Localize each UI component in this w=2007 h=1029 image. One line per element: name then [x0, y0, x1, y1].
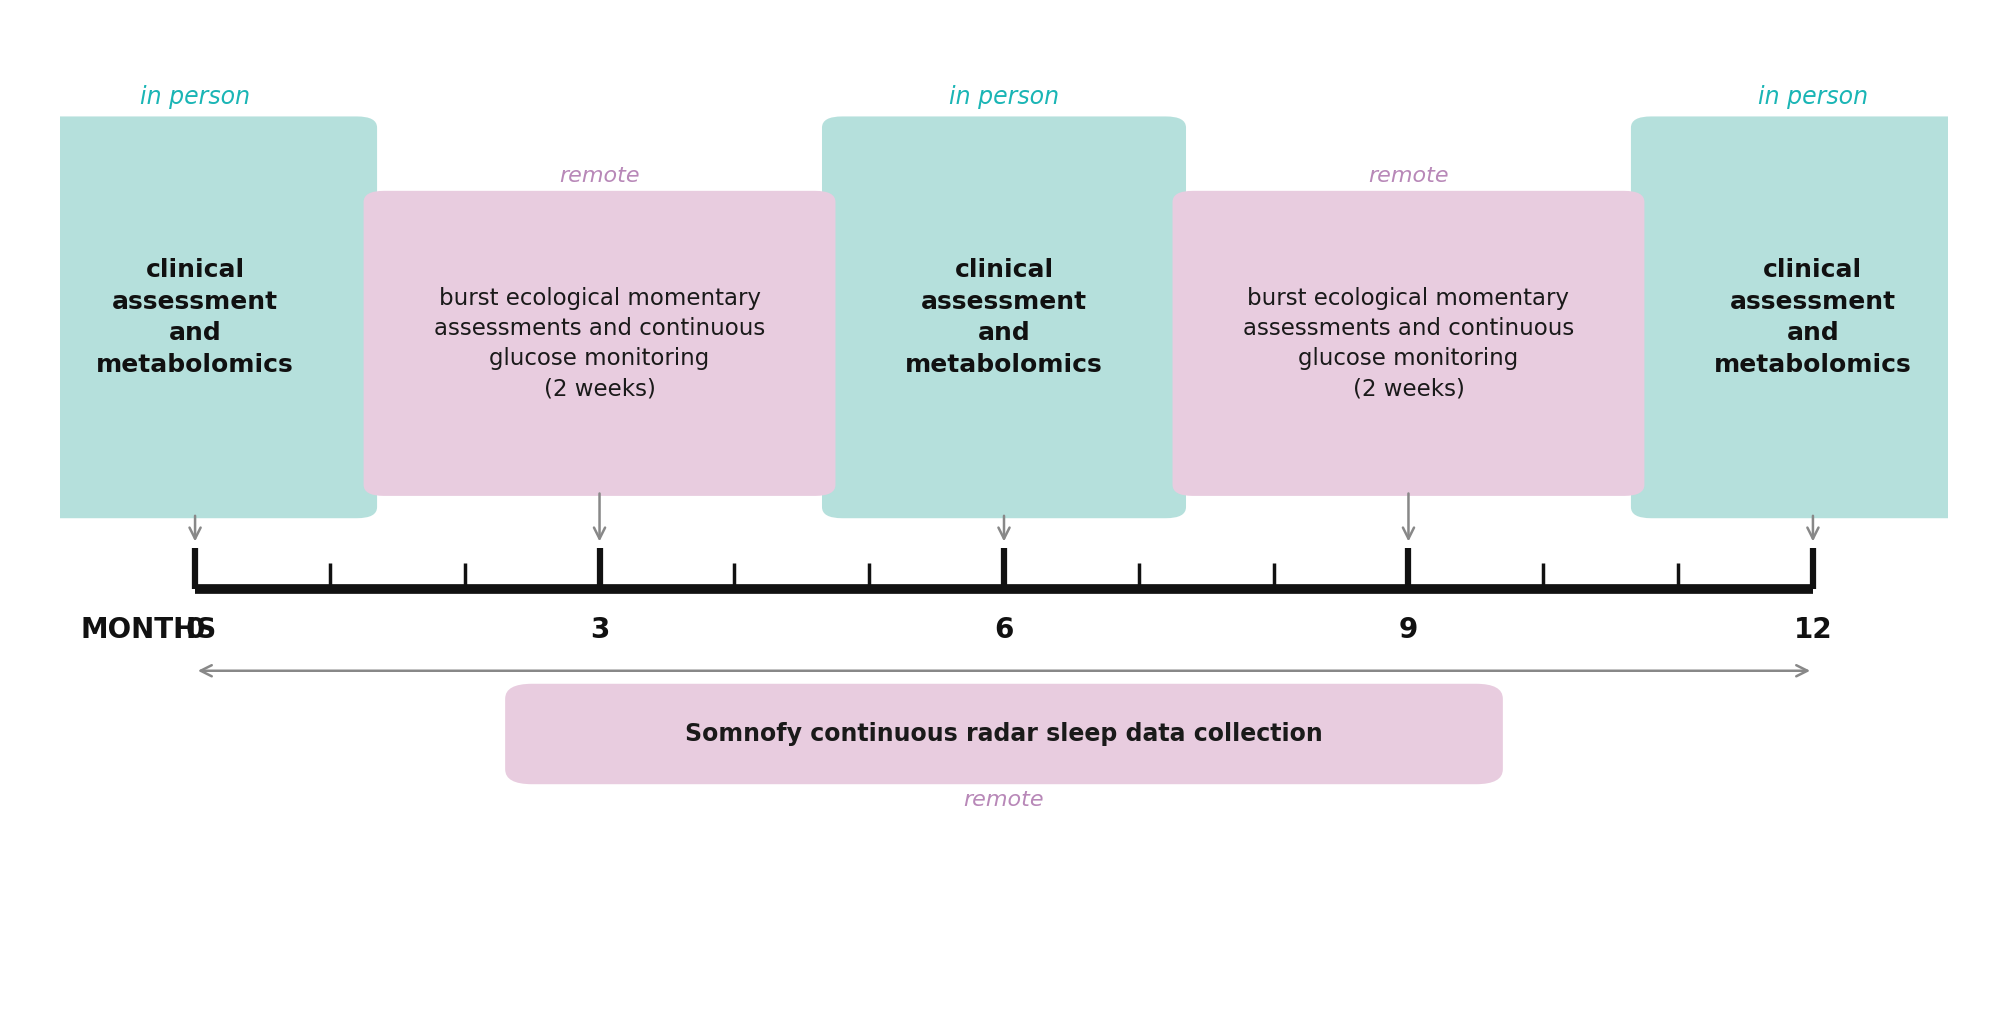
Text: remote: remote — [558, 166, 640, 185]
FancyBboxPatch shape — [821, 116, 1186, 519]
FancyBboxPatch shape — [363, 190, 835, 496]
FancyBboxPatch shape — [14, 116, 377, 519]
Text: clinical
assessment
and
metabolomics: clinical assessment and metabolomics — [905, 258, 1102, 377]
Text: 6: 6 — [993, 615, 1014, 644]
Text: in person: in person — [140, 85, 251, 109]
Text: Somnofy continuous radar sleep data collection: Somnofy continuous radar sleep data coll… — [684, 722, 1323, 746]
Text: remote: remote — [963, 790, 1044, 810]
FancyBboxPatch shape — [506, 683, 1501, 784]
Text: burst ecological momentary
assessments and continuous
glucose monitoring
(2 week: burst ecological momentary assessments a… — [1242, 286, 1573, 400]
Text: remote: remote — [1367, 166, 1449, 185]
Text: 12: 12 — [1792, 615, 1830, 644]
Text: burst ecological momentary
assessments and continuous
glucose monitoring
(2 week: burst ecological momentary assessments a… — [434, 286, 765, 400]
Text: 9: 9 — [1399, 615, 1417, 644]
Text: clinical
assessment
and
metabolomics: clinical assessment and metabolomics — [96, 258, 293, 377]
FancyBboxPatch shape — [1172, 190, 1644, 496]
Text: in person: in person — [1756, 85, 1867, 109]
Text: 3: 3 — [590, 615, 608, 644]
Text: in person: in person — [949, 85, 1058, 109]
Text: 0: 0 — [185, 615, 205, 644]
FancyBboxPatch shape — [1630, 116, 1995, 519]
Text: clinical
assessment
and
metabolomics: clinical assessment and metabolomics — [1714, 258, 1911, 377]
Text: MONTHS: MONTHS — [80, 615, 217, 644]
